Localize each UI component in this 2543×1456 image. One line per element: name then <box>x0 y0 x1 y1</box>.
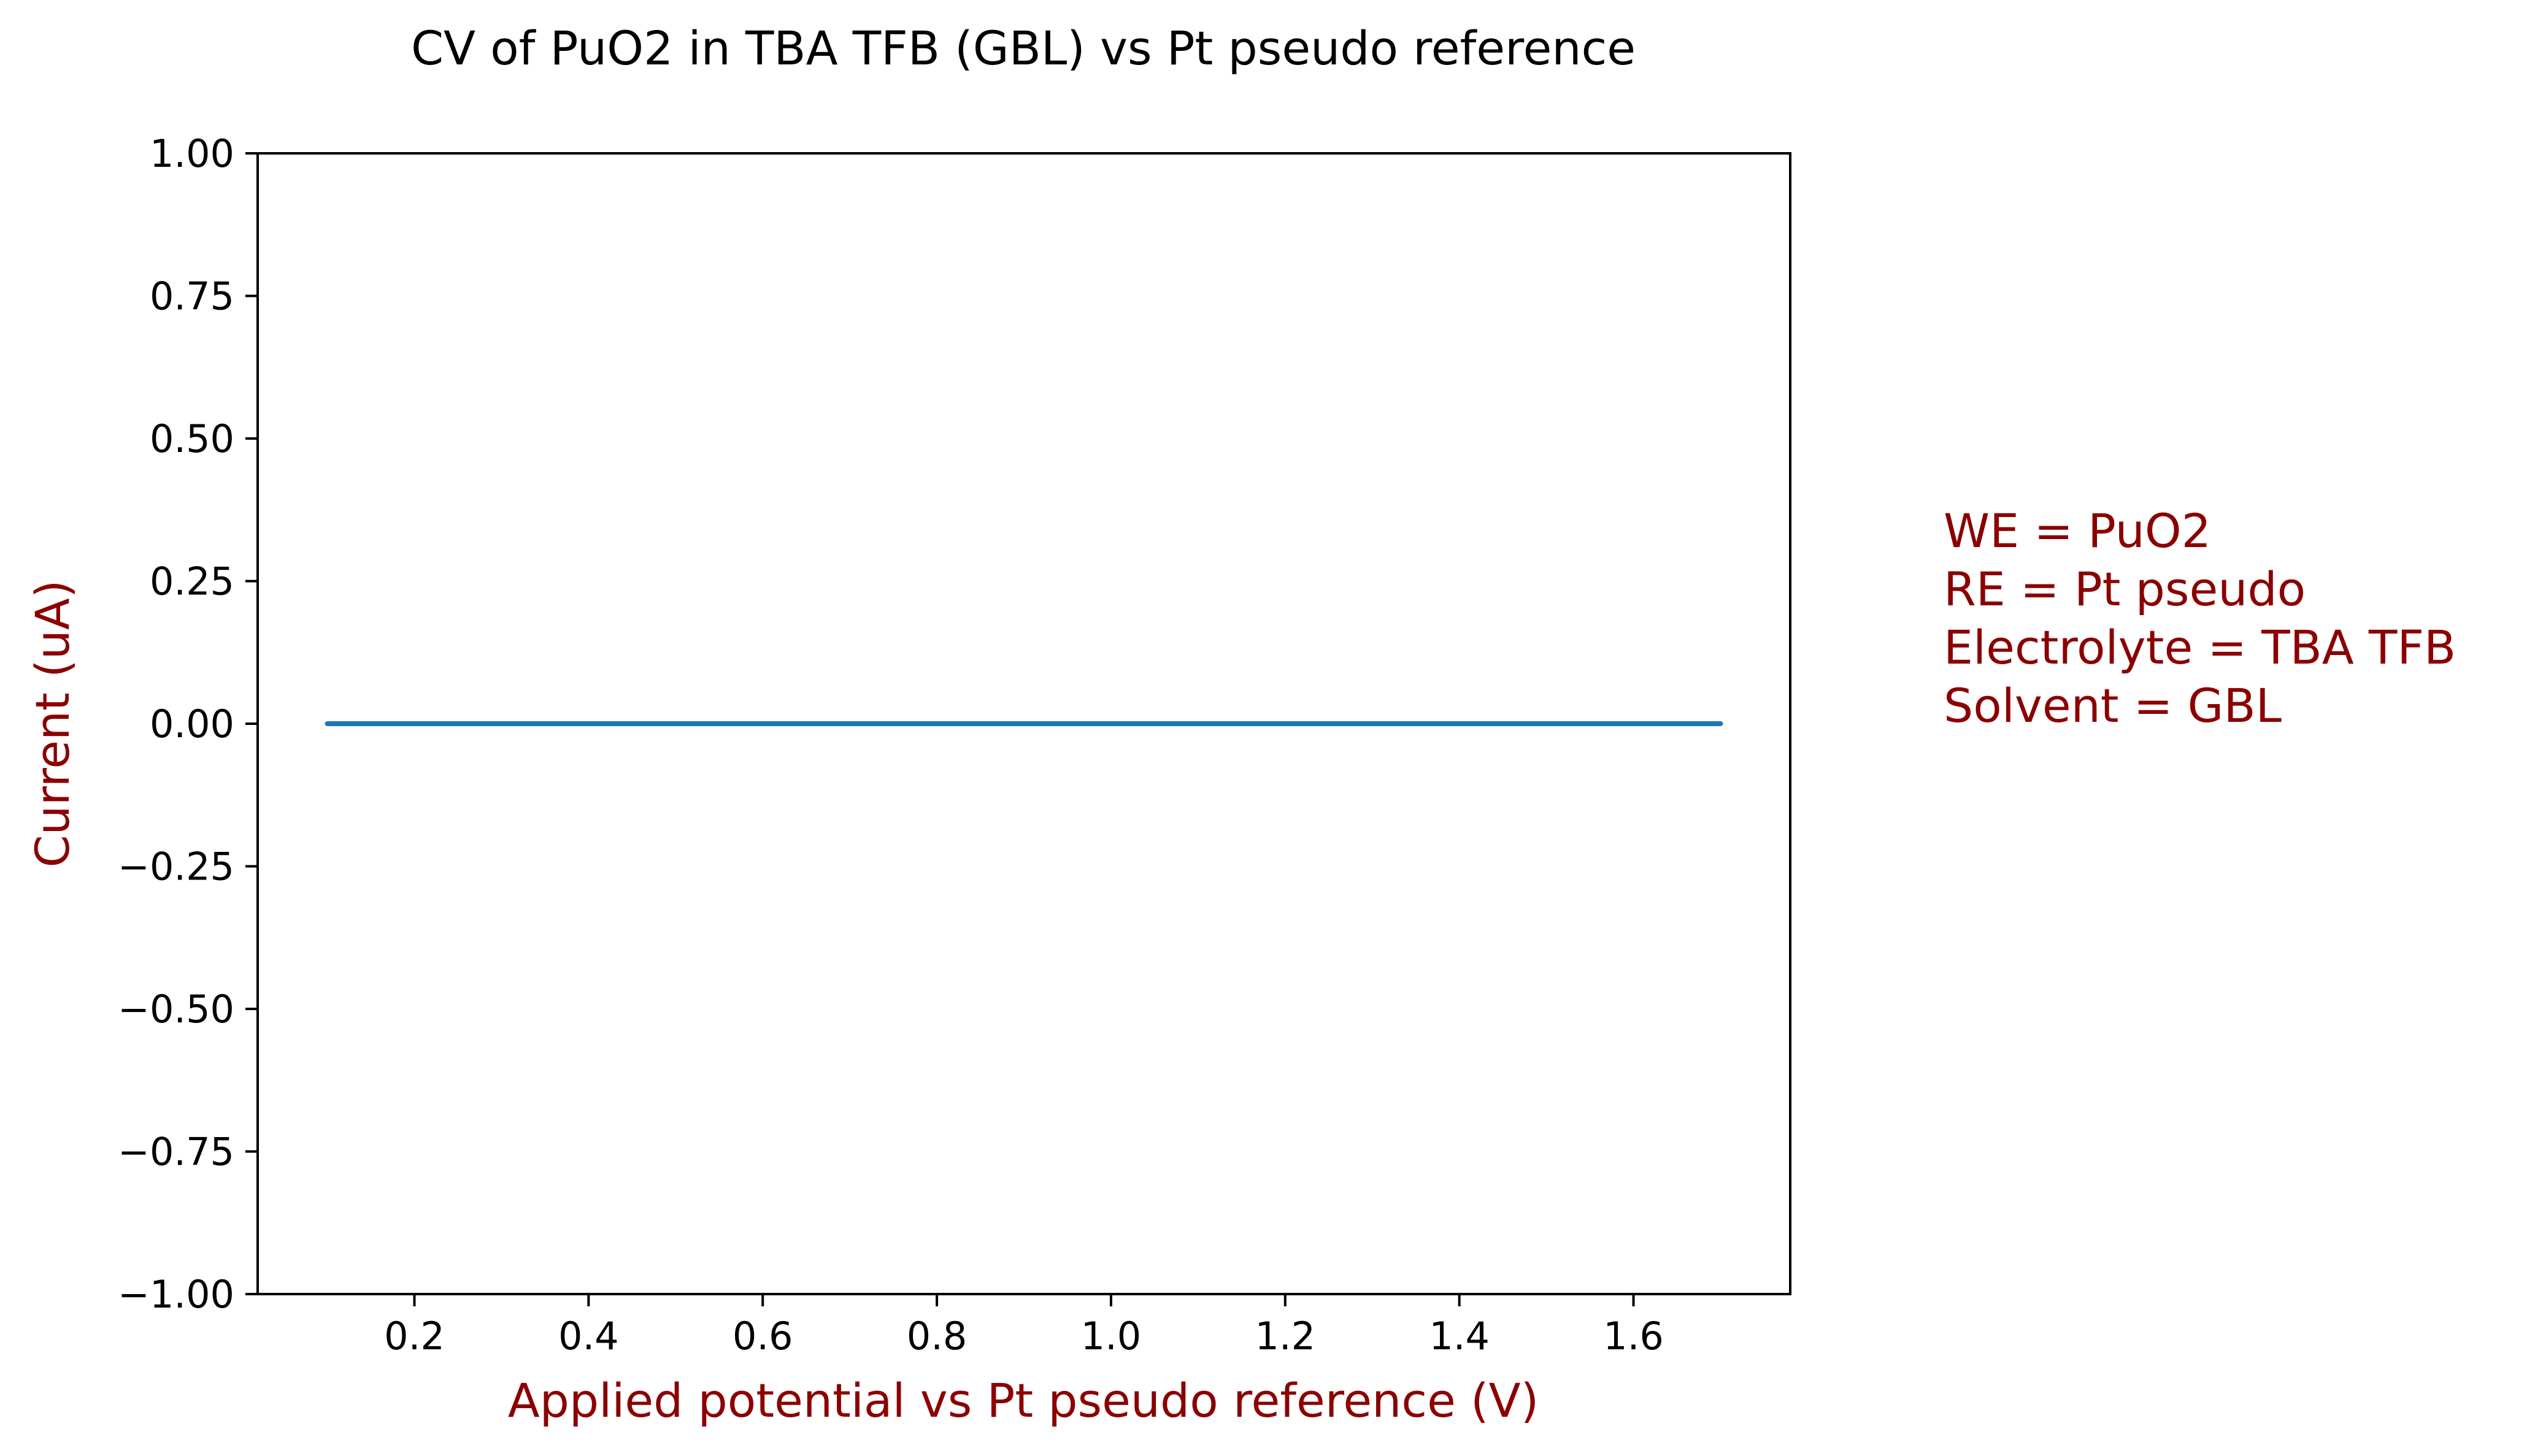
annotation-line-solvent: Solvent = GBL <box>1944 678 2282 733</box>
x-tick-label: 1.0 <box>1081 1314 1142 1358</box>
y-tick-label: −1.00 <box>118 1272 234 1317</box>
x-tick-label: 0.2 <box>384 1314 445 1358</box>
x-tick-label: 1.4 <box>1429 1314 1490 1358</box>
y-axis-label: Current (uA) <box>25 580 80 867</box>
plot-area <box>256 152 1791 1295</box>
y-tick-label: 0.50 <box>150 416 234 461</box>
x-tick-label: 1.2 <box>1255 1314 1315 1358</box>
y-tick-label: 0.25 <box>150 559 234 604</box>
y-tick-label: −0.75 <box>118 1130 234 1174</box>
y-tick-label: 0.00 <box>150 702 234 746</box>
y-tick-label: −0.50 <box>118 987 234 1032</box>
annotation-block: WE = PuO2 RE = Pt pseudo Electrolyte = T… <box>1944 504 2456 733</box>
x-tick-label: 0.4 <box>558 1314 619 1358</box>
chart-title: CV of PuO2 in TBA TFB (GBL) vs Pt pseudo… <box>411 21 1636 75</box>
x-tick-label: 1.6 <box>1603 1314 1664 1358</box>
y-tick-label: −0.25 <box>118 845 234 889</box>
axis-ticks: 0.2 0.4 0.6 0.8 1.0 1.2 1.4 1.6 −1.00 −0.75 −0.50 −… <box>118 131 1664 1358</box>
y-tick-label: 0.75 <box>150 274 234 319</box>
annotation-line-re: RE = Pt pseudo <box>1944 562 2306 616</box>
annotation-line-we: WE = PuO2 <box>1944 504 2211 558</box>
x-tick-label: 0.6 <box>733 1314 793 1358</box>
x-tick-label: 0.8 <box>907 1314 968 1358</box>
x-axis-label: Applied potential vs Pt pseudo reference… <box>508 1373 1539 1428</box>
y-tick-label: 1.00 <box>150 131 234 176</box>
annotation-line-electrolyte: Electrolyte = TBA TFB <box>1944 620 2456 675</box>
